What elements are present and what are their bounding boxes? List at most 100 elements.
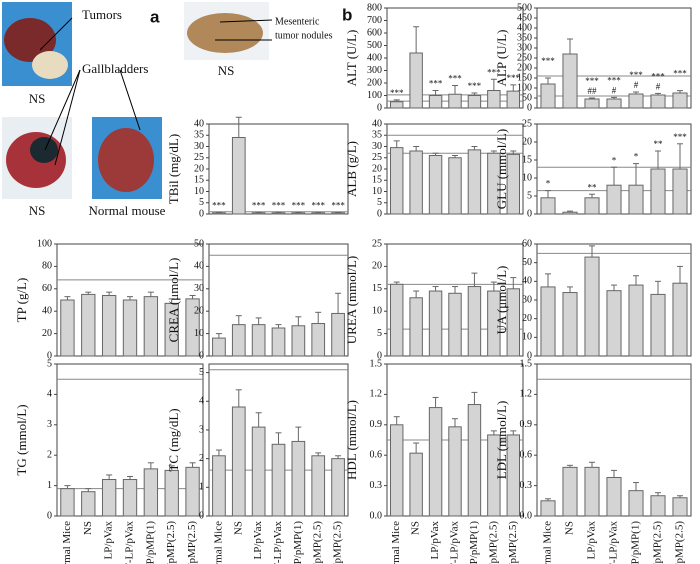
bar <box>231 406 246 517</box>
significance: *** <box>607 75 621 85</box>
y-tick-label: 25 <box>522 118 532 129</box>
y-tick-label: 5 <box>527 190 532 201</box>
y-tick-label: 25 <box>372 238 382 249</box>
x-tick-label: F-LP/pVax <box>124 521 136 564</box>
bar <box>428 407 443 517</box>
y-tick-label: 400 <box>517 22 532 33</box>
y-axis-label: ALB (g/L) <box>344 141 359 197</box>
y-tick-label: 20 <box>194 163 204 174</box>
bar <box>628 184 644 215</box>
y-tick-label: 800 <box>367 2 382 13</box>
pointer <box>119 69 141 131</box>
x-tick-label: Normal Mice <box>390 521 402 564</box>
bar <box>428 155 443 215</box>
label: NS <box>218 63 235 78</box>
y-tick-label: 15 <box>522 154 532 165</box>
bar <box>389 101 404 109</box>
y-tick-label: 3 <box>199 424 204 435</box>
bar <box>409 297 423 357</box>
bar <box>81 293 96 357</box>
significance: *** <box>468 81 482 91</box>
panel-label: a <box>150 7 160 26</box>
y-tick-label: 40 <box>522 276 532 287</box>
bar <box>448 157 462 215</box>
y-tick-label: 0.9 <box>370 419 383 430</box>
y-tick-label: 20 <box>372 261 382 272</box>
y-tick-label: 0.3 <box>370 480 383 491</box>
bar <box>143 468 159 517</box>
y-tick-label: 25 <box>372 152 382 163</box>
significance: *** <box>651 71 665 81</box>
significance: *** <box>585 76 599 86</box>
bar <box>143 296 159 357</box>
y-tick-label: 10 <box>522 172 532 183</box>
significance: *** <box>390 88 404 98</box>
y-axis-label: UA (μmol/L) <box>494 266 509 335</box>
bar <box>122 479 138 517</box>
significance: *** <box>292 200 306 210</box>
y-tick-label: 4 <box>199 396 204 407</box>
significance: *** <box>507 73 521 83</box>
y-tick-label: 40 <box>42 305 52 316</box>
significance: ## <box>588 86 598 96</box>
bar <box>231 324 246 357</box>
y-tick-label: 0.0 <box>520 510 533 521</box>
label: Gallbladders <box>82 61 148 76</box>
y-tick-label: 10 <box>194 328 204 339</box>
y-tick-label: 100 <box>517 82 532 93</box>
y-tick-label: 5 <box>377 197 382 208</box>
y-tick-label: 0.6 <box>370 449 383 460</box>
bar <box>540 83 556 109</box>
x-tick-label: LP/pVax <box>586 521 598 560</box>
y-tick-label: 0.0 <box>370 510 383 521</box>
bar <box>81 491 96 517</box>
y-tick-label: 35 <box>194 130 204 141</box>
y-tick-label: 10 <box>372 305 382 316</box>
bar <box>409 150 423 215</box>
x-tick-label: F-LP/pVax <box>449 521 461 564</box>
y-tick-label: 250 <box>517 52 532 63</box>
bar <box>428 95 443 109</box>
y-axis-label: GLU (mmol/L) <box>494 129 509 210</box>
bar <box>251 426 266 517</box>
bar <box>101 295 117 357</box>
pointer <box>219 19 273 23</box>
significance: # <box>612 85 617 95</box>
y-axis-label: TG (mmol/L) <box>14 404 29 475</box>
bar <box>628 490 644 517</box>
significance: *** <box>541 56 555 66</box>
y-tick-label: 15 <box>372 175 382 186</box>
y-axis-label: TC (mg/dL) <box>166 408 181 471</box>
y-axis-label: LDL (mmol/L) <box>494 401 509 480</box>
bar <box>562 211 578 215</box>
y-tick-label: 0.3 <box>520 480 533 491</box>
bar <box>467 404 482 517</box>
x-tick-label: F-LP/pVax <box>272 521 284 564</box>
bar <box>584 466 600 517</box>
y-tick-label: 15 <box>194 175 204 186</box>
x-tick-label: NS <box>232 521 244 535</box>
y-tick-label: 5 <box>199 367 204 378</box>
y-tick-label: 100 <box>367 90 382 101</box>
y-tick-label: 50 <box>194 238 204 249</box>
label: tumor nodules <box>275 30 333 41</box>
y-tick-label: 50 <box>522 257 532 268</box>
bar <box>291 212 306 215</box>
y-tick-label: 700 <box>367 15 382 26</box>
bar <box>672 92 688 109</box>
bar <box>409 52 423 109</box>
x-tick-label: Normal Mice <box>61 521 73 564</box>
x-tick-label: LP/pMP(2.5) <box>165 521 177 564</box>
significance: # <box>634 80 639 90</box>
x-tick-label: Normal Mice <box>542 521 554 564</box>
bar <box>389 424 404 517</box>
bar <box>650 495 666 517</box>
y-tick-label: 30 <box>194 283 204 294</box>
x-tick-label: F-LP/pMP(2.5) <box>186 521 198 564</box>
bar <box>291 325 306 357</box>
bar <box>389 283 404 357</box>
y-tick-label: 10 <box>372 186 382 197</box>
significance: *** <box>448 74 462 84</box>
significance: *** <box>311 200 325 210</box>
